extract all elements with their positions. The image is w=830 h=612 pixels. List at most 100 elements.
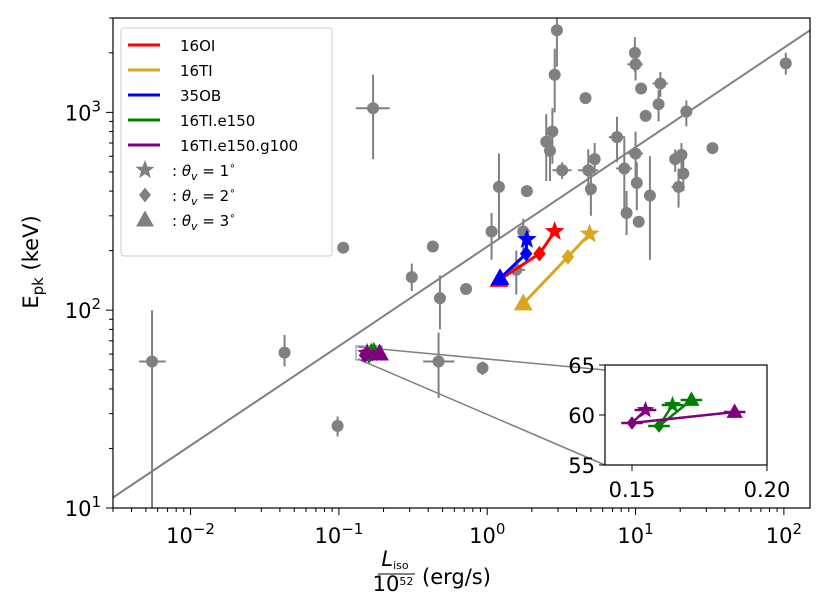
legend-entry: : θv = 2∘ (139, 186, 235, 208)
observation-point (579, 92, 592, 105)
axes: 10−2 10−1 100 101 102 101 102 103 (65, 17, 811, 548)
observation-point (779, 52, 792, 75)
observation-point (627, 50, 643, 81)
series-16TI (513, 223, 600, 311)
observation-point (616, 138, 633, 216)
observation-marker (588, 153, 601, 166)
observation-marker (675, 148, 688, 161)
observation-point (608, 116, 626, 163)
legend-entry: 16TI.e150 (128, 112, 255, 130)
series-marker-star (579, 223, 600, 243)
observation-point (546, 108, 559, 164)
inset-frame (604, 364, 768, 466)
series-16TI.e150.g100 (357, 342, 389, 364)
inset-y-tick-label: 60 (568, 404, 595, 428)
x-tick-label: 102 (766, 520, 802, 548)
observation-marker (706, 142, 719, 155)
observation-marker (520, 185, 533, 198)
observation-point (639, 109, 652, 122)
legend-entry: 16TI (128, 62, 213, 80)
observation-point (331, 416, 344, 437)
legend-entry: 16TI.e150.g100 (128, 137, 298, 155)
y-tick-label: 101 (65, 493, 101, 521)
observation-point (652, 72, 668, 97)
plot-area (113, 18, 810, 508)
legend-marker-star (135, 160, 155, 179)
inset-x-tick-label: 0.15 (609, 478, 656, 502)
svg-text:(erg/s): (erg/s) (422, 565, 491, 589)
inset-marker-triangle (683, 391, 700, 406)
observation-point (405, 263, 418, 292)
observation-point (630, 162, 643, 211)
observation-marker (432, 355, 445, 368)
observation-marker (632, 215, 645, 228)
series-line (522, 232, 591, 305)
observation-marker (677, 167, 690, 180)
legend-label: : θv = 2∘ (172, 186, 235, 208)
legend-label: : θv = 3∘ (172, 211, 235, 233)
observation-point (632, 215, 645, 228)
series-marker-star (516, 228, 537, 248)
svg-text:Liso: Liso (381, 547, 408, 572)
observation-marker (779, 57, 792, 70)
inset-marker-diamond (653, 419, 665, 433)
observation-marker (629, 147, 642, 160)
observation-marker (620, 206, 633, 219)
observation-point (139, 310, 166, 508)
observation-marker (556, 164, 569, 177)
legend-entry: : θv = 3∘ (136, 210, 235, 233)
zoom-connector (357, 358, 606, 466)
observation-point (652, 89, 665, 122)
series-35OB (490, 228, 537, 286)
observation-point (485, 212, 498, 260)
observation-marker (405, 271, 418, 284)
observation-marker (584, 182, 597, 195)
observation-marker (485, 225, 498, 238)
axes-frame (112, 17, 811, 509)
observation-point (426, 240, 439, 253)
series-marker-diamond (519, 245, 533, 262)
series-marker-triangle (513, 293, 533, 311)
observation-marker (643, 189, 656, 202)
observation-point (460, 282, 473, 295)
observation-marker (629, 58, 642, 71)
observation-marker (550, 24, 563, 37)
observation-marker (680, 105, 693, 118)
observation-marker (492, 180, 505, 193)
observation-marker (546, 125, 559, 138)
inset-x-tick-label: 0.20 (744, 478, 791, 502)
observation-point (677, 156, 690, 192)
observation-point (550, 18, 563, 67)
inset-series-16TI.e150.g100 (621, 400, 746, 430)
observation-point (552, 162, 572, 180)
observation-point (628, 131, 643, 181)
fit-line (113, 29, 810, 499)
observation-marker (611, 131, 624, 144)
zoom-connector (357, 346, 606, 371)
svg-text:1052: 1052 (373, 572, 414, 596)
legend-entry: : θv = 1∘ (135, 160, 235, 183)
observation-marker (476, 362, 489, 375)
legend-label: 16OI (180, 37, 215, 55)
legend-entry: 35OB (128, 87, 221, 105)
observation-point (278, 334, 291, 367)
legend-marker-triangle (136, 210, 154, 227)
series-marker-triangle (490, 268, 510, 286)
observation-marker (146, 355, 159, 368)
observation-marker (639, 109, 652, 122)
series-marker-star (544, 221, 565, 240)
observation-point (643, 156, 656, 260)
legend-box (120, 27, 333, 257)
observation-point (433, 275, 446, 330)
observation-point (584, 168, 597, 216)
observation-point (635, 82, 648, 95)
inset-marker-star (663, 395, 682, 413)
observation-point (423, 332, 455, 398)
legend-label: 16TI.e150.g100 (180, 137, 298, 155)
legend-label: 16TI (180, 62, 213, 80)
inset-plot: 0.15 0.20 55 60 65 (568, 354, 790, 502)
observation-marker (337, 241, 350, 254)
legend-label: 16TI.e150 (180, 112, 255, 130)
observation-marker (543, 144, 556, 157)
y-tick-label: 103 (65, 97, 101, 125)
